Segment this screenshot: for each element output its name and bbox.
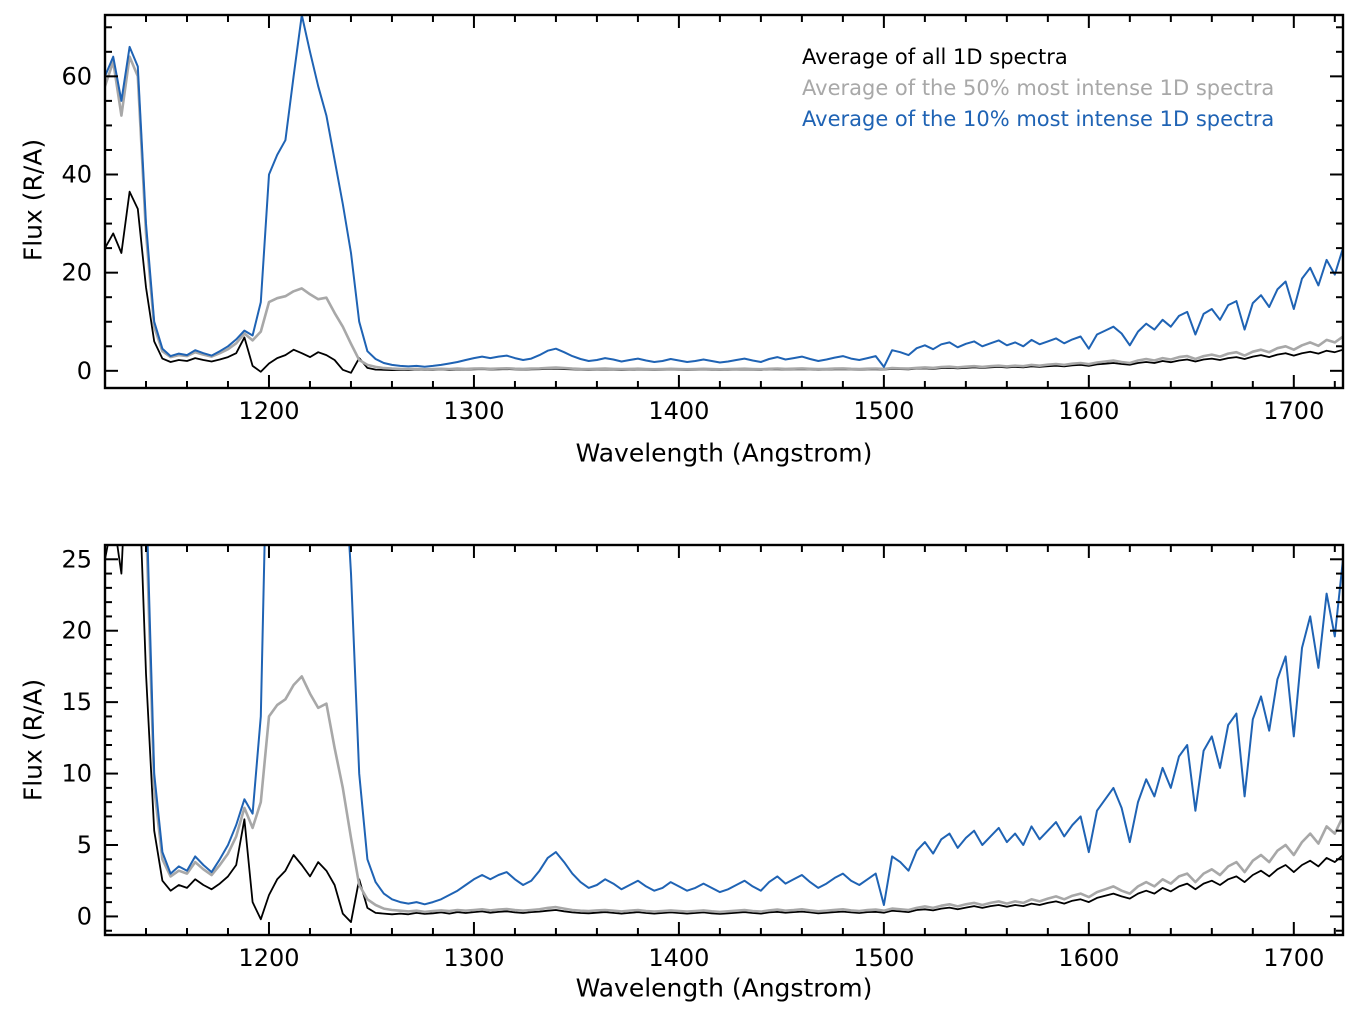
bottom-panel-plot: 1200 1300 1400 1500 1600 1700 0 5 10 15 20 25 (61, 543, 1345, 972)
x-tick-label: 1400 (648, 944, 709, 972)
top-y-axis-label: Flux (R/A) (18, 138, 48, 262)
top-panel-plot: 1200 1300 1400 1500 1600 1700 0 20 40 60 (61, 13, 1345, 425)
y-tick-label: 25 (61, 545, 92, 573)
y-tick-label: 40 (61, 161, 92, 189)
top-x-axis-label: Wavelength (Angstrom) (575, 438, 873, 468)
legend-item-avg-top50: Average of the 50% most intense 1D spect… (802, 76, 1275, 100)
x-tick-label: 1700 (1263, 944, 1324, 972)
y-tick-label: 20 (61, 259, 92, 287)
bottom-x-axis-label: Wavelength (Angstrom) (575, 973, 873, 1003)
x-tick-label: 1300 (443, 944, 504, 972)
y-tick-label: 15 (61, 688, 92, 716)
x-tick-label: 1600 (1058, 397, 1119, 425)
x-tick-label: 1600 (1058, 944, 1119, 972)
plot-frame (103, 13, 1345, 390)
y-tick-label: 0 (77, 902, 92, 930)
legend-item-avg-top10: Average of the 10% most intense 1D spect… (802, 107, 1275, 131)
plot-frame (103, 543, 1345, 937)
legend-item-avg-all: Average of all 1D spectra (802, 45, 1068, 69)
x-tick-label: 1300 (443, 397, 504, 425)
series-avg-all (105, 545, 1343, 923)
legend: Average of all 1D spectra Average of the… (802, 42, 1274, 135)
y-tick-label: 0 (77, 357, 92, 385)
x-tick-label: 1200 (238, 397, 299, 425)
y-tick-label: 10 (61, 760, 92, 788)
y-tick-label: 20 (61, 617, 92, 645)
series-avg-top50 (105, 55, 1343, 371)
series-avg-top50 (145, 545, 1343, 914)
x-tick-label: 1500 (853, 397, 914, 425)
x-tick-label: 1500 (853, 944, 914, 972)
series-avg-top10 (146, 545, 1343, 906)
y-tick-label: 60 (61, 62, 92, 90)
series-avg-top10 (105, 15, 1343, 368)
x-tick-label: 1400 (648, 397, 709, 425)
series-avg-all (105, 190, 1343, 374)
x-tick-label: 1700 (1263, 397, 1324, 425)
bottom-y-axis-label: Flux (R/A) (18, 678, 48, 802)
x-tick-label: 1200 (238, 944, 299, 972)
y-tick-label: 5 (77, 831, 92, 859)
